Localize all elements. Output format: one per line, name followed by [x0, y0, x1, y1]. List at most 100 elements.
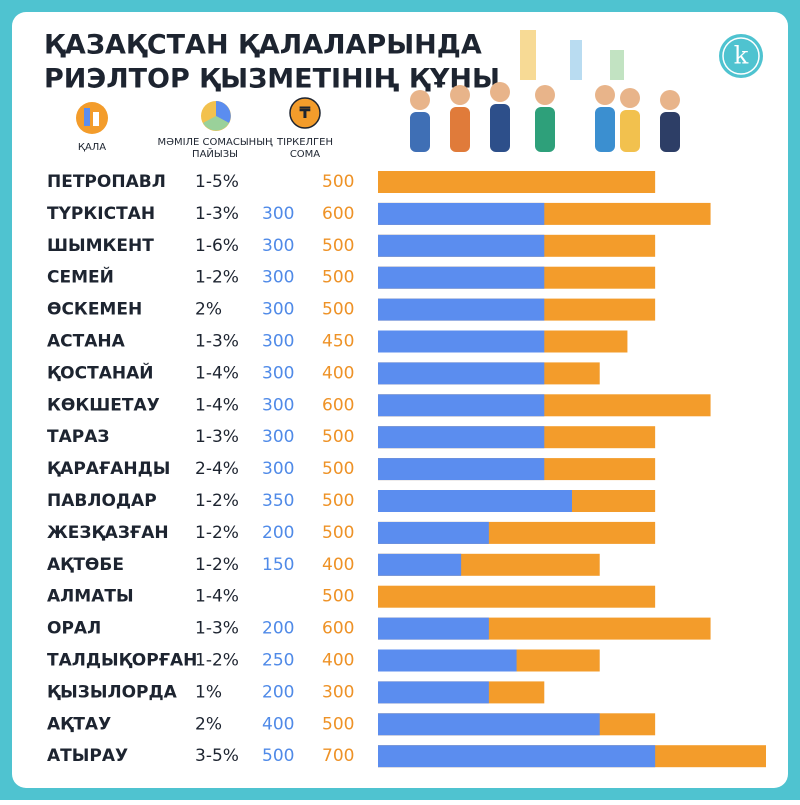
- bar: [378, 171, 656, 193]
- city-label: СЕМЕЙ: [47, 266, 114, 288]
- bar: [378, 490, 572, 512]
- value-label: 300: [262, 332, 294, 352]
- value-label: 600: [322, 619, 354, 639]
- value-label: 700: [322, 746, 354, 766]
- percent-label: 1-4%: [195, 395, 239, 415]
- value-label: 500: [322, 523, 354, 543]
- column-header-box: ТІРКЕЛГЕН СОМА: [277, 137, 333, 160]
- bar: [378, 649, 517, 672]
- city-label: АСТАНА: [47, 332, 126, 352]
- tenge-icon: [289, 97, 321, 129]
- column-header: МӘМІЛЕ СОМАСЫНЫҢ ПАЙЫЗЫ: [157, 137, 273, 160]
- value-label: 300: [262, 459, 294, 479]
- logo-badge: [719, 34, 763, 78]
- city-label: ТАРАЗ: [47, 427, 109, 447]
- column-header: ҚАЛА: [78, 142, 106, 153]
- percent-label: 1%: [195, 682, 222, 702]
- value-label: 450: [322, 332, 354, 352]
- value-label: 500: [322, 491, 354, 511]
- city-label: ОРАЛ: [47, 619, 101, 639]
- city-icon: [76, 102, 108, 134]
- city-label: ҚОСТАНАЙ: [47, 361, 153, 383]
- tenge-sign: ₸: [299, 105, 310, 122]
- value-label: 300: [262, 427, 294, 447]
- value-label: 200: [262, 619, 294, 639]
- column-header-box: МӘМІЛЕ СОМАСЫНЫҢ ПАЙЫЗЫ: [157, 137, 273, 160]
- value-label: 500: [322, 427, 354, 447]
- column-header: ТІРКЕЛГЕН СОМА: [277, 137, 333, 160]
- city-label: ӨСКЕМЕН: [47, 300, 142, 320]
- value-label: 500: [322, 714, 354, 734]
- bar: [378, 234, 545, 257]
- percent-label: 2%: [195, 300, 222, 320]
- percent-label: 1-3%: [195, 332, 239, 352]
- bar: [378, 585, 656, 608]
- value-label: 300: [262, 363, 294, 383]
- value-label: 350: [262, 491, 294, 511]
- value-label: 600: [322, 395, 354, 415]
- value-label: 150: [262, 555, 294, 575]
- value-label: 400: [322, 651, 354, 671]
- value-label: 400: [322, 363, 354, 383]
- city-label: ҚЫЗЫЛОРДА: [47, 682, 178, 702]
- logo: k: [734, 42, 749, 70]
- percent-label: 1-2%: [195, 523, 239, 543]
- value-label: 600: [322, 204, 354, 224]
- percent-label: 1-5%: [195, 172, 239, 192]
- city-label: ПЕТРОПАВЛ: [47, 172, 166, 192]
- bar: [378, 458, 545, 481]
- value-label: 300: [262, 268, 294, 288]
- bar: [378, 330, 545, 353]
- value-label: 400: [322, 555, 354, 575]
- percent-label: 2-4%: [195, 459, 239, 479]
- percent-label: 1-6%: [195, 236, 239, 256]
- city-label: ТҮРКІСТАН: [47, 204, 155, 224]
- value-label: 300: [262, 300, 294, 320]
- value-label: 500: [322, 268, 354, 288]
- percent-label: 1-3%: [195, 619, 239, 639]
- bar: [378, 617, 489, 640]
- bar: [378, 394, 545, 417]
- title-line: ҚАЗАҚСТАН ҚАЛАЛАРЫНДА: [44, 30, 482, 61]
- percent-label: 1-2%: [195, 268, 239, 288]
- title-line: РИЭЛТОР ҚЫЗМЕТІНІҢ ҚҰНЫ: [44, 64, 500, 95]
- bar: [378, 202, 545, 225]
- bar: [378, 521, 489, 544]
- illustration: [410, 30, 680, 152]
- bar: [378, 553, 462, 576]
- city-label: АҚТӨБЕ: [47, 555, 124, 575]
- value-label: 500: [322, 587, 354, 607]
- value-label: 500: [322, 300, 354, 320]
- value-label: 400: [262, 714, 294, 734]
- city-label: АЛМАТЫ: [47, 587, 134, 607]
- bar: [378, 681, 489, 704]
- percent-label: 1-3%: [195, 427, 239, 447]
- value-label: 300: [322, 682, 354, 702]
- city-label: ҚАРАҒАНДЫ: [47, 459, 170, 479]
- value-label: 500: [322, 172, 354, 192]
- value-label: 200: [262, 523, 294, 543]
- value-label: 500: [322, 459, 354, 479]
- value-label: 200: [262, 682, 294, 702]
- value-label: 500: [262, 746, 294, 766]
- percent-label: 1-4%: [195, 587, 239, 607]
- city-label: КӨКШЕТАУ: [47, 395, 160, 415]
- bar: [378, 266, 545, 289]
- bar: [378, 362, 545, 385]
- bar: [378, 298, 545, 321]
- city-label: АҚТАУ: [47, 714, 111, 734]
- value-label: 300: [262, 204, 294, 224]
- percent-label: 1-2%: [195, 651, 239, 671]
- percent-label: 1-4%: [195, 363, 239, 383]
- bar: [378, 713, 600, 736]
- value-label: 300: [262, 236, 294, 256]
- city-label: ПАВЛОДАР: [47, 491, 157, 511]
- percent-label: 2%: [195, 714, 222, 734]
- city-label: ЖЕЗҚАЗҒАН: [47, 523, 169, 543]
- bar: [378, 745, 656, 768]
- city-label: ТАЛДЫҚОРҒАН: [47, 651, 197, 671]
- percent-label: 3-5%: [195, 746, 239, 766]
- value-label: 300: [262, 395, 294, 415]
- value-label: 500: [322, 236, 354, 256]
